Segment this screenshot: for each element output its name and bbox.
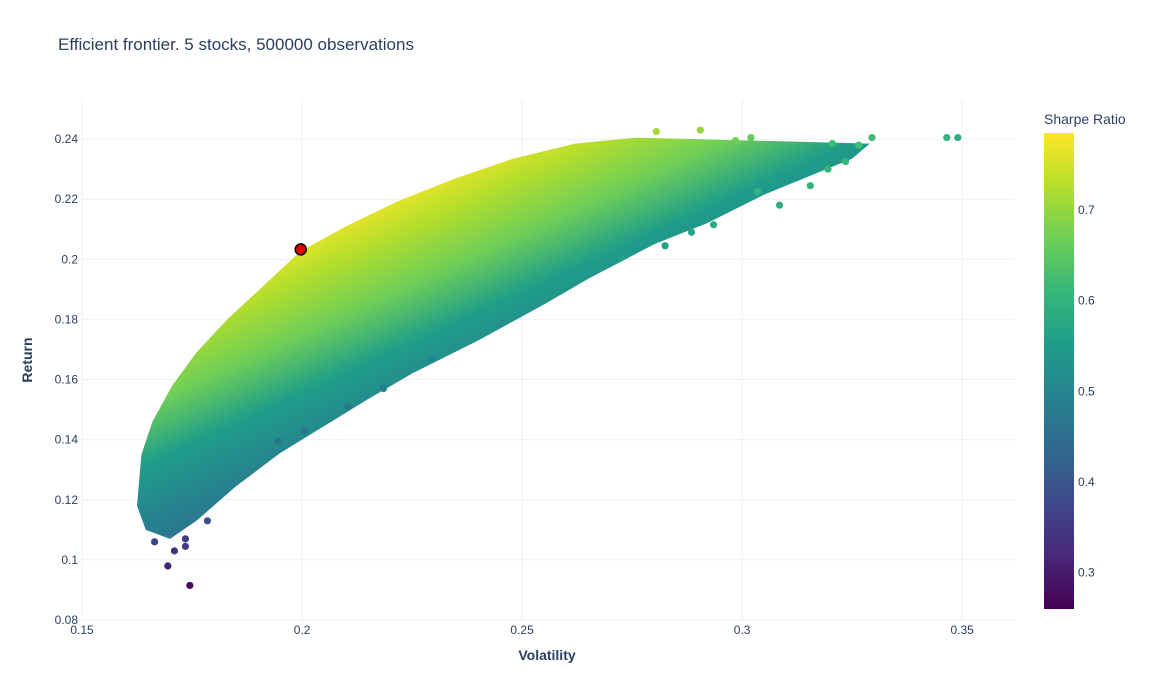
x-axis-ticks: 0.15 0.2 0.25 0.3 0.35 [70,623,974,637]
x-tick-label: 0.35 [951,623,975,637]
colorbar-tick-label: 0.6 [1078,294,1095,308]
colorbar: Sharpe Ratio 0.3 0.4 0.5 0.6 0.7 [1044,111,1126,609]
y-axis-title: Return [19,337,35,382]
y-tick-label: 0.08 [55,613,79,627]
scatter-point [170,547,179,555]
y-tick-label: 0.2 [61,252,78,266]
x-tick-label: 0.2 [294,623,311,637]
y-tick-label: 0.18 [55,312,79,326]
max-sharpe-marker-layer [294,243,307,256]
scatter-point [753,188,762,196]
scatter-point [841,158,850,166]
scatter-point [344,402,352,411]
scatter-point [547,285,555,293]
x-axis-title: Volatility [518,647,576,663]
scatter-point [164,562,172,570]
scatter-point [954,133,962,142]
y-tick-label: 0.12 [55,493,79,507]
y-tick-label: 0.16 [55,373,79,387]
y-axis-ticks: 0.08 0.1 0.12 0.14 0.16 0.18 0.2 0.22 0.24 [55,132,79,627]
colorbar-ticks: 0.3 0.4 0.5 0.6 0.7 [1078,203,1095,580]
scatter-point [868,133,876,142]
colorbar-tick-label: 0.3 [1078,566,1095,580]
scatter-point [709,221,718,229]
x-tick-label: 0.15 [70,623,94,637]
y-tick-label: 0.14 [55,433,79,447]
scatter-point [186,581,194,590]
y-tick-label: 0.1 [61,553,78,567]
x-tick-label: 0.3 [734,623,751,637]
scatter-point [855,141,863,149]
scatter-point [806,182,814,190]
scatter-point [428,354,436,363]
scatter-point [828,139,836,148]
max-sharpe-marker [294,243,307,256]
scatter-point [661,242,669,250]
scatter-point [687,228,696,236]
scatter-point [696,126,704,134]
chart-title: Efficient frontier. 5 stocks, 500000 obs… [58,35,414,54]
scatter-point [731,136,740,145]
scatter-point [747,133,755,142]
dense-point-cloud [137,137,870,539]
scatter-point [300,427,308,435]
scatter-point [181,535,190,543]
scatter-point [181,542,190,550]
scatter-point [824,165,832,173]
colorbar-tick-label: 0.7 [1078,203,1095,217]
scatter-point [379,384,388,393]
scatter-point [652,127,660,136]
scatter-point [943,133,951,142]
scatter-point [775,201,784,209]
scatter-point [151,538,159,546]
scatter-point [498,318,506,327]
frontier-cloud [137,137,870,539]
scatter-points [151,126,962,590]
colorbar-title: Sharpe Ratio [1044,111,1126,127]
y-tick-label: 0.22 [55,192,79,206]
colorbar-tick-label: 0.5 [1078,384,1095,398]
scatter-point [274,437,282,445]
y-tick-label: 0.24 [55,132,79,146]
x-tick-label: 0.25 [510,623,534,637]
scatter-point [617,254,625,262]
colorbar-tick-label: 0.4 [1078,475,1095,489]
scatter-point [203,517,212,525]
colorbar-gradient [1044,133,1074,609]
